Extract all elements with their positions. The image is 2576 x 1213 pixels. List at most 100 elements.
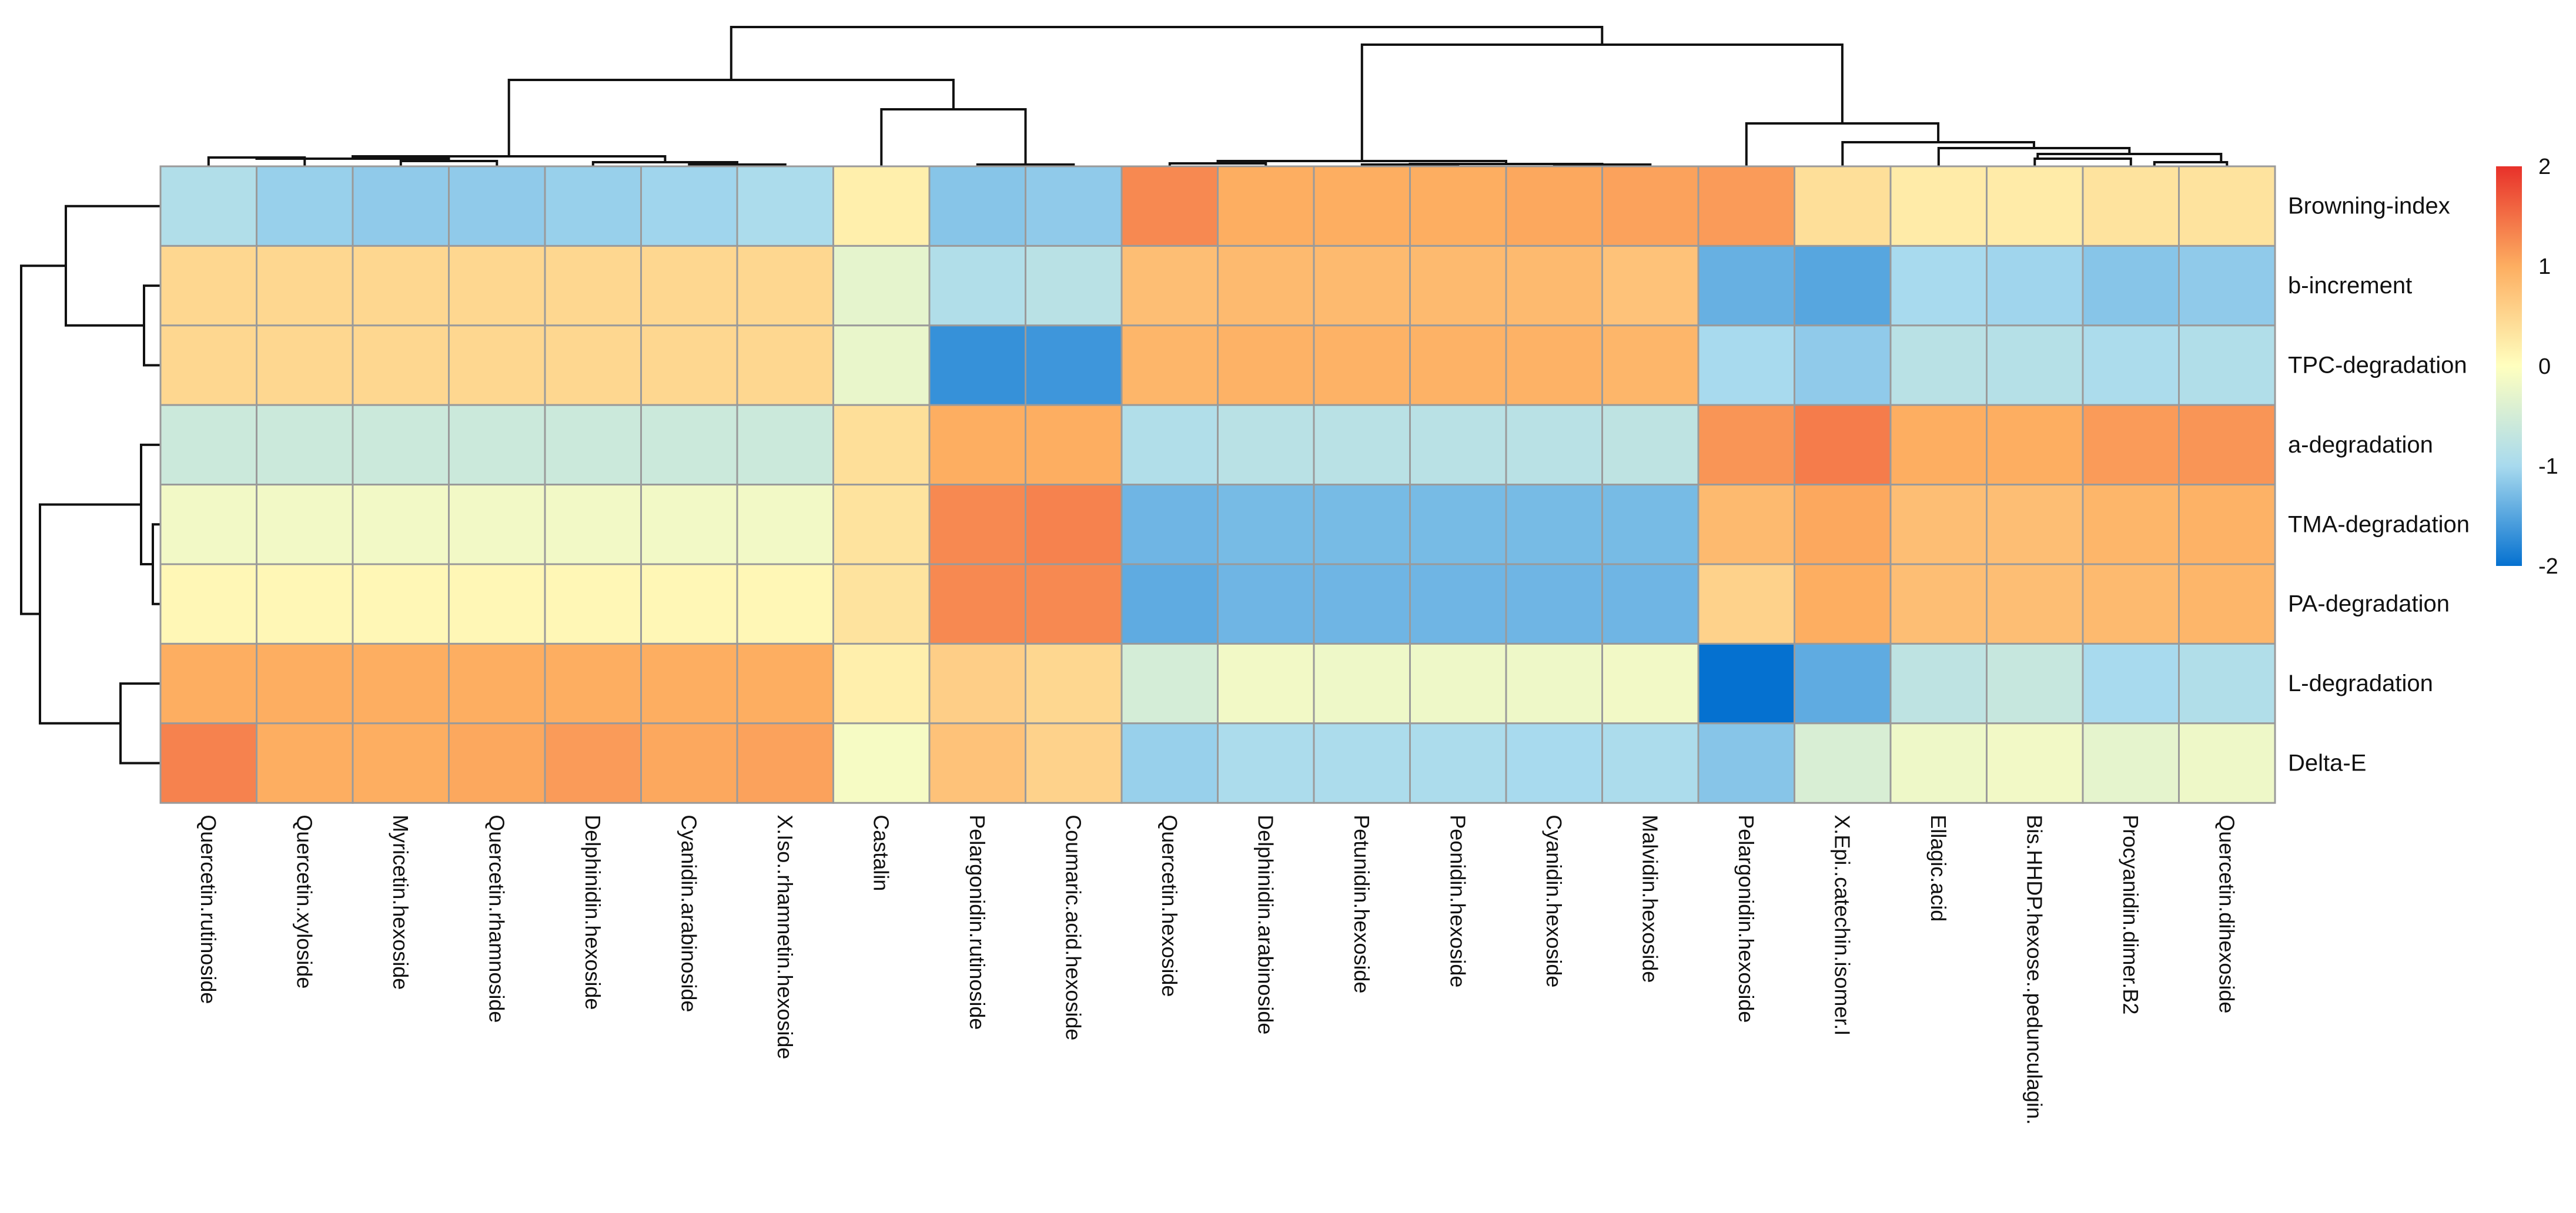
heatmap-cell bbox=[1986, 404, 2084, 486]
heatmap-cell bbox=[1697, 563, 1795, 645]
heatmap-cell bbox=[544, 165, 642, 247]
row-label: L-degradation bbox=[2288, 671, 2433, 696]
heatmap-cell bbox=[1120, 722, 1219, 804]
heatmap-cell bbox=[1409, 404, 1507, 486]
heatmap-cell bbox=[2082, 165, 2180, 247]
heatmap-cell bbox=[640, 324, 738, 406]
column-label: Cyanidin.arabinoside bbox=[677, 815, 701, 1012]
heatmap-cells bbox=[159, 165, 2276, 804]
dendrogram-branch bbox=[20, 264, 66, 615]
heatmap-cell bbox=[448, 165, 546, 247]
heatmap-cell bbox=[256, 404, 354, 486]
heatmap-cell bbox=[2178, 563, 2276, 645]
heatmap-cell bbox=[256, 563, 354, 645]
heatmap-cell bbox=[1505, 404, 1603, 486]
heatmap-cell bbox=[1889, 642, 1988, 725]
heatmap-cell bbox=[1601, 563, 1700, 645]
heatmap-cell bbox=[159, 722, 257, 804]
column-label: Bis.HHDP.hexose..pedunculagin. bbox=[2022, 815, 2046, 1125]
heatmap-cell bbox=[1120, 642, 1219, 725]
heatmap-cell bbox=[1794, 324, 1892, 406]
heatmap-cell bbox=[2178, 642, 2276, 725]
heatmap-cell bbox=[1120, 563, 1219, 645]
heatmap-cell bbox=[640, 244, 738, 327]
dendrogram-branch bbox=[2153, 161, 2229, 166]
column-label: Petunidin.hexoside bbox=[1350, 815, 1374, 993]
heatmap-cell bbox=[1505, 324, 1603, 406]
heatmap-cell bbox=[1505, 722, 1603, 804]
column-label: Quercetin.xyloside bbox=[292, 815, 316, 989]
heatmap-cell bbox=[1794, 563, 1892, 645]
heatmap-cell bbox=[1217, 244, 1315, 327]
heatmap-cell bbox=[2082, 563, 2180, 645]
heatmap-cell bbox=[1889, 404, 1988, 486]
heatmap-cell bbox=[2178, 484, 2276, 565]
heatmap-cell bbox=[448, 642, 546, 725]
heatmap-cell bbox=[832, 722, 931, 804]
heatmap-cell bbox=[1217, 722, 1315, 804]
row-label: b-increment bbox=[2288, 273, 2412, 299]
heatmap-cell bbox=[1120, 165, 1219, 247]
column-label: Quercetin.rhamnoside bbox=[484, 815, 508, 1023]
color-legend: 2 1 0 -1 -2 bbox=[2496, 155, 2558, 579]
heatmap-cell bbox=[1986, 324, 2084, 406]
heatmap-cell bbox=[352, 404, 450, 486]
column-label: Quercetin.hexoside bbox=[1157, 815, 1182, 997]
heatmap-cell bbox=[1409, 484, 1507, 565]
heatmap-cell bbox=[1217, 324, 1315, 406]
color-legend-ticks: 2 1 0 -1 -2 bbox=[2538, 155, 2558, 579]
heatmap-cell bbox=[352, 324, 450, 406]
heatmap-cell bbox=[256, 165, 354, 247]
heatmap-cell bbox=[544, 563, 642, 645]
heatmap-cell bbox=[1697, 404, 1795, 486]
heatmap-cell bbox=[928, 324, 1026, 406]
heatmap-cell bbox=[2082, 244, 2180, 327]
heatmap-cell bbox=[1889, 165, 1988, 247]
legend-tick-label: 2 bbox=[2538, 155, 2551, 179]
heatmap-cell bbox=[448, 722, 546, 804]
heatmap-cell bbox=[544, 324, 642, 406]
column-dendrogram bbox=[207, 26, 2229, 166]
heatmap-cell bbox=[2178, 165, 2276, 247]
heatmap-cell bbox=[1505, 642, 1603, 725]
legend-tick-label: 1 bbox=[2538, 254, 2551, 279]
heatmap-cell bbox=[1120, 244, 1219, 327]
heatmap-cell bbox=[256, 722, 354, 804]
dendrogram-branch bbox=[1360, 43, 1844, 161]
heatmap-cell bbox=[2082, 404, 2180, 486]
heatmap-cell bbox=[1025, 404, 1123, 486]
heatmap-cell bbox=[448, 563, 546, 645]
heatmap-cell bbox=[2178, 404, 2276, 486]
column-label: Myricetin.hexoside bbox=[389, 815, 413, 990]
heatmap-cell bbox=[159, 563, 257, 645]
heatmap-cell bbox=[1025, 244, 1123, 327]
heatmap-cell bbox=[1794, 244, 1892, 327]
heatmap-cell bbox=[544, 484, 642, 565]
heatmap-cell bbox=[159, 404, 257, 486]
column-label: Ellagic.acid bbox=[1926, 815, 1951, 922]
heatmap-cell bbox=[1697, 484, 1795, 565]
heatmap-cell bbox=[1986, 484, 2084, 565]
column-label: Castalin bbox=[869, 815, 893, 891]
heatmap-cell bbox=[1697, 244, 1795, 327]
heatmap-cell bbox=[1986, 563, 2084, 645]
heatmap-cell bbox=[1217, 165, 1315, 247]
heatmap-cell bbox=[1601, 722, 1700, 804]
dendrogram-branch bbox=[140, 443, 160, 565]
heatmap-cell bbox=[832, 563, 931, 645]
heatmap-cell bbox=[352, 165, 450, 247]
heatmap-cell bbox=[832, 165, 931, 247]
heatmap-cell bbox=[1409, 722, 1507, 804]
column-label: Pelargonidin.rutinoside bbox=[965, 815, 989, 1030]
heatmap-cell bbox=[1889, 722, 1988, 804]
row-label: TPC-degradation bbox=[2288, 353, 2467, 378]
heatmap-cell bbox=[640, 722, 738, 804]
heatmap-cell bbox=[1313, 563, 1411, 645]
heatmap-cell bbox=[736, 563, 834, 645]
heatmap-cell bbox=[1794, 484, 1892, 565]
row-dendrogram bbox=[20, 205, 160, 765]
dendrogram-branch bbox=[39, 503, 141, 725]
heatmap-cell bbox=[1409, 563, 1507, 645]
heatmap-cell bbox=[1409, 642, 1507, 725]
